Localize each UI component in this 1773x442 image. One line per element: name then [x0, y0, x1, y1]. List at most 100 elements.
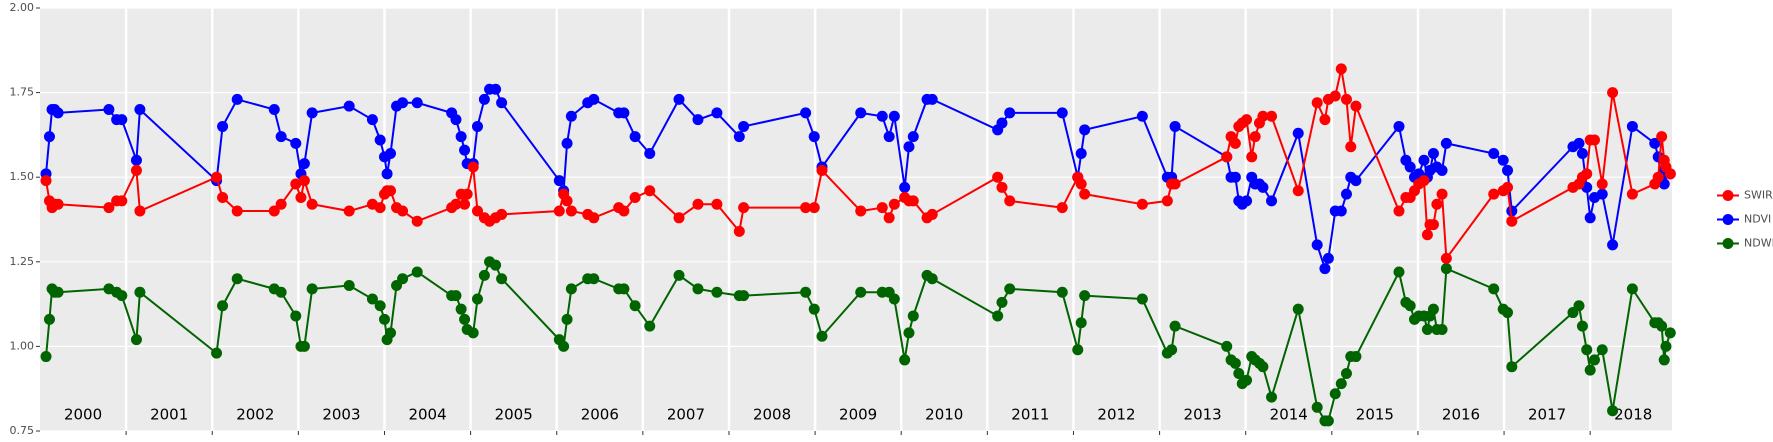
data-point	[134, 286, 146, 298]
year-label: 2013	[1184, 406, 1222, 424]
data-point	[490, 83, 502, 95]
data-point	[1596, 178, 1608, 190]
data-point	[1421, 323, 1433, 335]
data-point	[565, 110, 577, 122]
data-point	[1169, 320, 1181, 332]
data-point	[692, 114, 704, 126]
data-point	[876, 110, 888, 122]
data-point	[1229, 357, 1241, 369]
data-point	[1166, 344, 1178, 356]
data-point	[1056, 286, 1068, 298]
data-point	[52, 107, 64, 119]
data-point	[808, 131, 820, 143]
data-point	[1502, 307, 1514, 319]
data-point	[588, 273, 600, 285]
data-point	[1440, 252, 1452, 264]
data-point	[211, 347, 223, 359]
data-point	[629, 300, 641, 312]
data-point	[899, 181, 911, 193]
data-point	[1004, 283, 1016, 295]
data-point	[343, 205, 355, 217]
legend-label: NDVI	[1744, 213, 1771, 226]
data-point	[467, 161, 479, 173]
data-point	[565, 205, 577, 217]
data-point	[130, 334, 142, 346]
data-point	[673, 212, 685, 224]
data-point	[1335, 205, 1347, 217]
data-point	[1246, 151, 1258, 163]
data-point	[1652, 171, 1664, 183]
data-point	[411, 215, 423, 227]
data-point	[130, 164, 142, 176]
year-label: 2016	[1442, 406, 1480, 424]
data-point	[1075, 317, 1087, 329]
data-point	[673, 269, 685, 281]
data-point	[374, 300, 386, 312]
data-point	[1418, 175, 1430, 187]
data-point	[1658, 354, 1670, 366]
data-point	[808, 202, 820, 214]
data-point	[306, 198, 318, 210]
data-point	[1319, 114, 1331, 126]
y-tick-label: 2.00	[10, 1, 35, 14]
data-point	[588, 93, 600, 105]
data-point	[471, 293, 483, 305]
data-point	[1649, 137, 1661, 149]
data-point	[1488, 148, 1500, 160]
data-point	[1292, 127, 1304, 139]
data-point	[1345, 141, 1357, 153]
data-point	[1404, 161, 1416, 173]
data-point	[1607, 405, 1619, 417]
data-point	[1340, 188, 1352, 200]
year-label: 2014	[1270, 406, 1308, 424]
year-label: 2000	[64, 406, 102, 424]
data-point	[275, 286, 287, 298]
data-point	[40, 175, 52, 187]
data-point	[1169, 178, 1181, 190]
data-point	[1626, 283, 1638, 295]
data-point	[450, 290, 462, 302]
data-point	[1221, 151, 1233, 163]
data-point	[1311, 97, 1323, 109]
data-point	[876, 202, 888, 214]
data-point	[1656, 131, 1668, 143]
legend-marker	[1722, 190, 1734, 201]
year-label: 2006	[581, 406, 619, 424]
data-point	[298, 158, 310, 170]
data-point	[1506, 215, 1518, 227]
data-point	[816, 164, 828, 176]
data-point	[1440, 263, 1452, 275]
data-point	[1266, 195, 1278, 207]
data-point	[397, 205, 409, 217]
data-point	[1626, 120, 1638, 132]
data-point	[1329, 388, 1341, 400]
data-point	[1350, 100, 1362, 112]
y-tick-label: 1.50	[10, 170, 35, 183]
year-label: 2001	[150, 406, 188, 424]
data-point	[1161, 195, 1173, 207]
data-point	[1079, 124, 1091, 136]
data-point	[496, 97, 508, 109]
data-point	[1004, 107, 1016, 119]
data-point	[459, 144, 471, 156]
data-point	[738, 202, 750, 214]
data-point	[692, 198, 704, 210]
data-point	[1588, 134, 1600, 146]
data-point	[992, 171, 1004, 183]
data-point	[1056, 107, 1068, 119]
data-point	[459, 313, 471, 325]
data-point	[1581, 168, 1593, 180]
data-point	[490, 259, 502, 271]
data-point	[903, 141, 915, 153]
data-point	[1233, 367, 1245, 379]
data-point	[855, 205, 867, 217]
data-point	[52, 286, 64, 298]
data-point	[1506, 361, 1518, 373]
data-point	[275, 198, 287, 210]
data-point	[553, 175, 565, 187]
data-point	[1249, 131, 1261, 143]
data-point	[1136, 110, 1148, 122]
data-point	[1607, 87, 1619, 99]
data-point	[1340, 93, 1352, 105]
data-point	[1241, 114, 1253, 126]
